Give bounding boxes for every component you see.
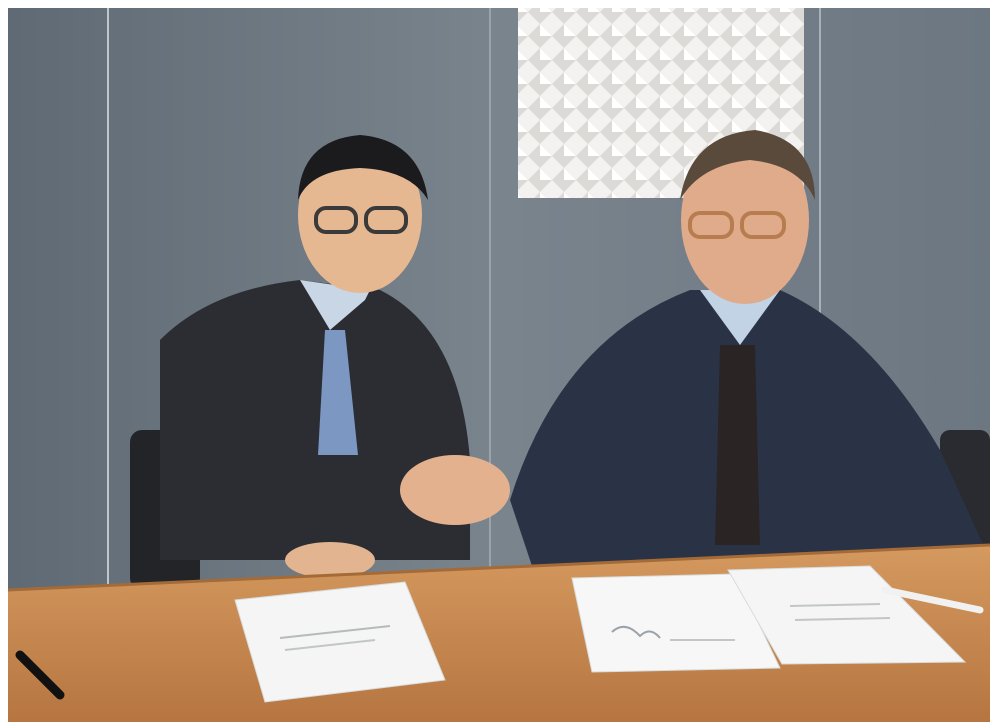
document-left [234,581,446,703]
man-right-glasses [740,211,786,239]
document-left-text [279,625,391,639]
man-right-head [681,136,809,304]
document-middle [571,573,781,673]
signature-mark [611,625,661,639]
pen-on-table [15,650,65,700]
document-right [727,565,967,665]
document-right-text [789,603,881,607]
man-left-glasses [364,206,408,234]
man-left-tie [318,330,358,455]
handshake [400,455,510,525]
man-right-shirt [700,290,780,345]
document-right-text [794,617,891,621]
man-left-hand [285,542,375,578]
table-edge [7,543,991,592]
man-left-hair [298,135,428,200]
man-right-hair [680,130,815,200]
man-right-tie [715,345,760,545]
man-left-suit [160,280,470,560]
pen-in-hand [881,586,984,614]
man-left-head [298,137,422,293]
man-right-glasses [688,211,734,239]
man-left-glasses [314,206,358,234]
man-left-shirt [300,280,370,330]
document-left-text [284,639,376,651]
